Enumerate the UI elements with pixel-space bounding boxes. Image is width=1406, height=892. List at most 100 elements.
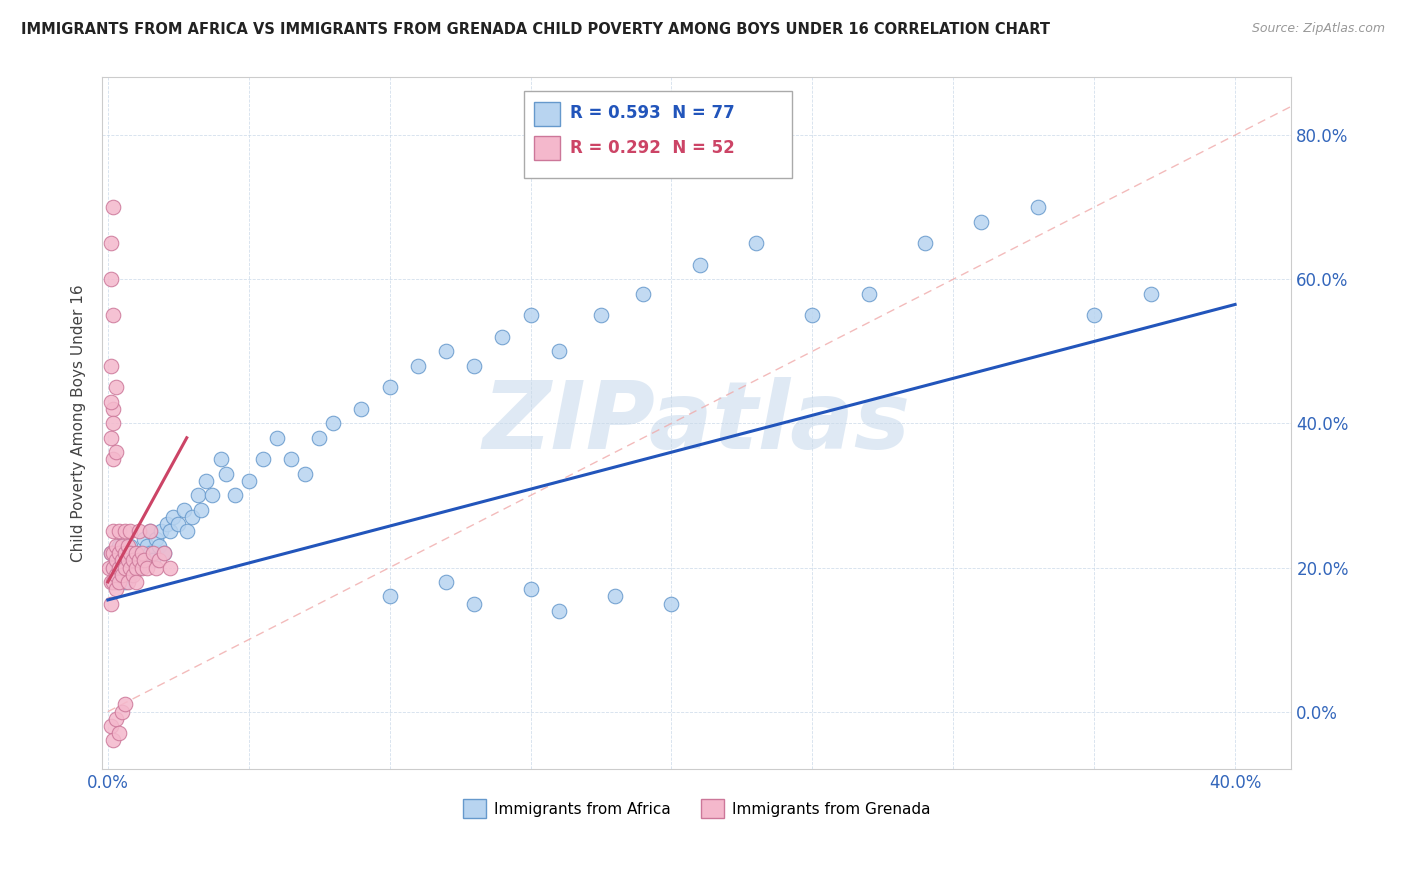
Point — [122, 553, 145, 567]
Point — [100, 236, 122, 251]
Point — [111, 546, 134, 560]
Point — [294, 467, 316, 481]
Bar — [534, 102, 560, 126]
Point — [1026, 200, 1049, 214]
Point — [139, 524, 162, 539]
Point — [745, 236, 768, 251]
Point — [139, 546, 162, 560]
Point — [120, 560, 142, 574]
Point — [131, 546, 153, 560]
Point — [111, 567, 134, 582]
Point — [134, 553, 156, 567]
Point — [105, 574, 128, 589]
Point — [117, 574, 139, 589]
Point — [142, 553, 165, 567]
Point — [114, 574, 136, 589]
Text: Source: ZipAtlas.com: Source: ZipAtlas.com — [1251, 22, 1385, 36]
Point — [108, 539, 131, 553]
Point — [105, 539, 128, 553]
Point — [122, 567, 145, 582]
Point — [114, 560, 136, 574]
Point — [114, 524, 136, 539]
Point — [145, 532, 167, 546]
Point — [111, 539, 134, 553]
Point — [125, 560, 148, 574]
Point — [136, 560, 159, 574]
Point — [463, 597, 485, 611]
Point — [103, 733, 125, 747]
Point — [858, 286, 880, 301]
Text: R = 0.593  N = 77: R = 0.593 N = 77 — [569, 104, 734, 122]
Point — [105, 546, 128, 560]
Point — [105, 582, 128, 596]
Point — [111, 705, 134, 719]
Point — [215, 467, 238, 481]
Point — [162, 510, 184, 524]
Point — [108, 524, 131, 539]
Point — [105, 445, 128, 459]
Point — [103, 200, 125, 214]
Point — [117, 560, 139, 574]
Point — [519, 308, 541, 322]
Point — [120, 567, 142, 582]
Point — [156, 517, 179, 532]
Y-axis label: Child Poverty Among Boys Under 16: Child Poverty Among Boys Under 16 — [72, 285, 86, 562]
Point — [125, 574, 148, 589]
Point — [308, 431, 330, 445]
Point — [252, 452, 274, 467]
Point — [378, 380, 401, 394]
Point — [122, 553, 145, 567]
Point — [139, 524, 162, 539]
Point — [125, 553, 148, 567]
Point — [100, 574, 122, 589]
Point — [150, 524, 173, 539]
Text: IMMIGRANTS FROM AFRICA VS IMMIGRANTS FROM GRENADA CHILD POVERTY AMONG BOYS UNDER: IMMIGRANTS FROM AFRICA VS IMMIGRANTS FRO… — [21, 22, 1050, 37]
Point — [103, 546, 125, 560]
Point — [633, 286, 655, 301]
Point — [131, 546, 153, 560]
Point — [322, 417, 344, 431]
Point — [547, 344, 569, 359]
Point — [114, 553, 136, 567]
Point — [173, 503, 195, 517]
Legend: Immigrants from Africa, Immigrants from Grenada: Immigrants from Africa, Immigrants from … — [457, 793, 936, 824]
Point — [111, 560, 134, 574]
Point — [105, 553, 128, 567]
Point — [98, 560, 121, 574]
Point — [153, 546, 176, 560]
Point — [238, 474, 260, 488]
Point — [120, 524, 142, 539]
Point — [187, 488, 209, 502]
Point — [1139, 286, 1161, 301]
Point — [970, 214, 993, 228]
Point — [128, 524, 150, 539]
Point — [105, 380, 128, 394]
Point — [128, 553, 150, 567]
Point — [100, 359, 122, 373]
Point — [108, 546, 131, 560]
Point — [914, 236, 936, 251]
Point — [103, 417, 125, 431]
Point — [117, 539, 139, 553]
Point — [111, 560, 134, 574]
Point — [159, 524, 181, 539]
Point — [100, 272, 122, 286]
Point — [280, 452, 302, 467]
Point — [105, 567, 128, 582]
Point — [350, 401, 373, 416]
Point — [111, 553, 134, 567]
Point — [491, 330, 513, 344]
Point — [589, 308, 612, 322]
Point — [131, 560, 153, 574]
Bar — [534, 136, 560, 161]
Point — [148, 553, 170, 567]
Point — [181, 510, 204, 524]
Point — [100, 597, 122, 611]
Point — [145, 560, 167, 574]
Point — [100, 546, 122, 560]
Point — [603, 590, 626, 604]
Point — [689, 258, 711, 272]
Point — [111, 553, 134, 567]
Point — [103, 560, 125, 574]
Point — [108, 726, 131, 740]
